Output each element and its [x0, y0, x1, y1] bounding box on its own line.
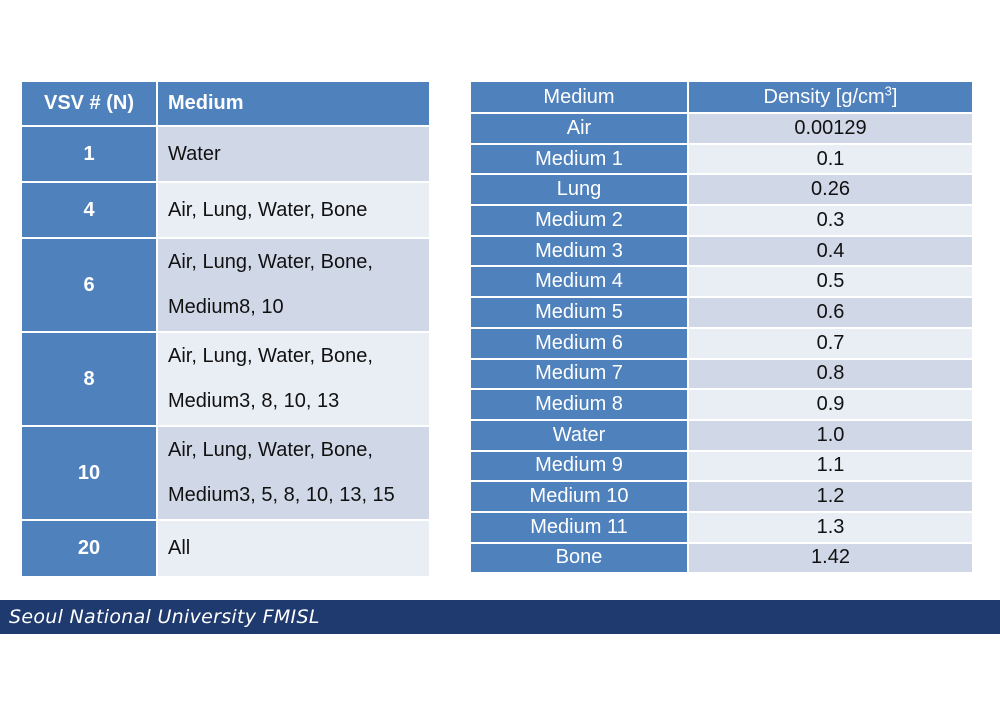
density-value-cell: 1.0 — [688, 418, 972, 451]
vsv-number-header: VSV # (N) — [22, 82, 158, 127]
density-medium-cell: Medium 9 — [471, 449, 689, 482]
density-medium-cell: Medium 6 — [471, 326, 689, 359]
density-medium-cell: Lung — [471, 173, 689, 206]
density-table-row: Medium 9 1.1 — [471, 449, 972, 482]
density-table-row: Medium 10 1.2 — [471, 480, 972, 512]
vsv-table-row: 6 Air, Lung, Water, Bone, Medium8, 10 — [22, 237, 429, 332]
density-table-row: Medium 6 0.7 — [471, 326, 972, 359]
density-value-cell: 0.5 — [688, 265, 972, 298]
density-medium-cell: Bone — [471, 541, 689, 573]
vsv-medium-line: Air, Lung, Water, Bone — [168, 198, 368, 221]
density-table-row: Medium 11 1.3 — [471, 510, 972, 543]
density-table-row: Lung 0.26 — [471, 173, 972, 206]
density-value-cell: 0.4 — [688, 234, 972, 267]
vsv-medium-line: Medium3, 5, 8, 10, 13, 15 — [168, 484, 395, 506]
density-table-row: Bone 1.42 — [471, 541, 972, 573]
footer-institution-text: Seoul National University FMISL — [9, 606, 320, 628]
vsv-medium-line: Medium3, 8, 10, 13 — [168, 390, 340, 412]
density-medium-cell: Medium 3 — [471, 234, 689, 267]
density-value-cell: 0.3 — [688, 204, 972, 236]
vsv-table-row: 4 Air, Lung, Water, Bone — [22, 181, 429, 238]
density-table-row: Air 0.00129 — [471, 112, 972, 144]
footer-bar: Seoul National University FMISL — [0, 600, 1000, 634]
vsv-table-row: 1 Water — [22, 125, 429, 182]
vsv-number-cell: 6 — [22, 237, 158, 332]
vsv-number-cell: 20 — [22, 519, 158, 576]
vsv-medium-line: Air, Lung, Water, Bone, — [168, 439, 373, 461]
vsv-number-cell: 8 — [22, 331, 158, 426]
vsv-medium-line: Air, Lung, Water, Bone, — [168, 251, 373, 273]
density-value-cell: 1.42 — [688, 541, 972, 573]
vsv-medium-header: Medium — [157, 82, 429, 127]
vsv-medium-cell: All — [157, 519, 429, 576]
vsv-medium-cell: Water — [157, 125, 429, 182]
density-table-row: Medium 4 0.5 — [471, 265, 972, 298]
vsv-table-row: 20 All — [22, 519, 429, 576]
density-header-close: ] — [891, 85, 898, 108]
density-table-row: Medium 5 0.6 — [471, 296, 972, 328]
density-medium-header: Medium — [471, 82, 689, 113]
density-medium-cell: Medium 4 — [471, 265, 689, 298]
density-medium-cell: Medium 7 — [471, 357, 689, 390]
density-medium-cell: Medium 5 — [471, 296, 689, 328]
density-medium-cell: Medium 2 — [471, 204, 689, 236]
density-table-header-row: Medium Density [g/cm3] — [471, 82, 972, 113]
vsv-table-row: 8 Air, Lung, Water, Bone, Medium3, 8, 10, … — [22, 331, 429, 426]
density-medium-cell: Medium 11 — [471, 510, 689, 543]
vsv-medium-cell: Air, Lung, Water, Bone, Medium8, 10 — [157, 237, 429, 332]
density-value-cell: 1.3 — [688, 510, 972, 543]
density-table-row: Medium 8 0.9 — [471, 388, 972, 420]
density-value-cell: 0.7 — [688, 326, 972, 359]
density-header-superscript: 3 — [884, 82, 892, 98]
vsv-number-cell: 4 — [22, 181, 158, 238]
density-medium-cell: Medium 8 — [471, 388, 689, 420]
vsv-number-cell: 10 — [22, 425, 158, 520]
density-table-row: Medium 1 0.1 — [471, 142, 972, 175]
vsv-table: VSV # (N) Medium 1 Water 4 Air, Lung, Water… — [22, 82, 429, 576]
density-medium-cell: Medium 1 — [471, 142, 689, 175]
vsv-number-cell: 1 — [22, 125, 158, 182]
density-medium-cell: Water — [471, 418, 689, 451]
vsv-table-row: 10 Air, Lung, Water, Bone, Medium3, 5, 8, … — [22, 425, 429, 520]
vsv-medium-line: Water — [168, 142, 221, 165]
density-table-row: Medium 7 0.8 — [471, 357, 972, 390]
density-table-row: Medium 2 0.3 — [471, 204, 972, 236]
density-value-cell: 1.2 — [688, 480, 972, 512]
density-table-row: Water 1.0 — [471, 418, 972, 451]
vsv-medium-cell: Air, Lung, Water, Bone — [157, 181, 429, 238]
density-value-cell: 0.8 — [688, 357, 972, 390]
density-table-row: Medium 3 0.4 — [471, 234, 972, 267]
vsv-table-header-row: VSV # (N) Medium — [22, 82, 429, 127]
density-value-cell: 0.26 — [688, 173, 972, 206]
density-medium-cell: Air — [471, 112, 689, 144]
density-value-cell: 0.1 — [688, 142, 972, 175]
vsv-medium-cell: Air, Lung, Water, Bone, Medium3, 8, 10, 1… — [157, 331, 429, 426]
density-value-cell: 0.9 — [688, 388, 972, 420]
density-table: Medium Density [g/cm3] Air 0.00129 Medium … — [471, 82, 972, 573]
density-value-cell: 0.00129 — [688, 112, 972, 144]
density-header-text: Density [g/cm — [763, 85, 885, 108]
density-value-header: Density [g/cm3] — [688, 82, 972, 113]
density-value-cell: 1.1 — [688, 449, 972, 482]
vsv-medium-line: All — [168, 537, 191, 559]
vsv-medium-cell: Air, Lung, Water, Bone, Medium3, 5, 8, 10… — [157, 425, 429, 520]
vsv-medium-line: Air, Lung, Water, Bone, — [168, 345, 373, 367]
vsv-medium-line: Medium8, 10 — [168, 296, 284, 318]
density-value-cell: 0.6 — [688, 296, 972, 328]
density-medium-cell: Medium 10 — [471, 480, 689, 512]
